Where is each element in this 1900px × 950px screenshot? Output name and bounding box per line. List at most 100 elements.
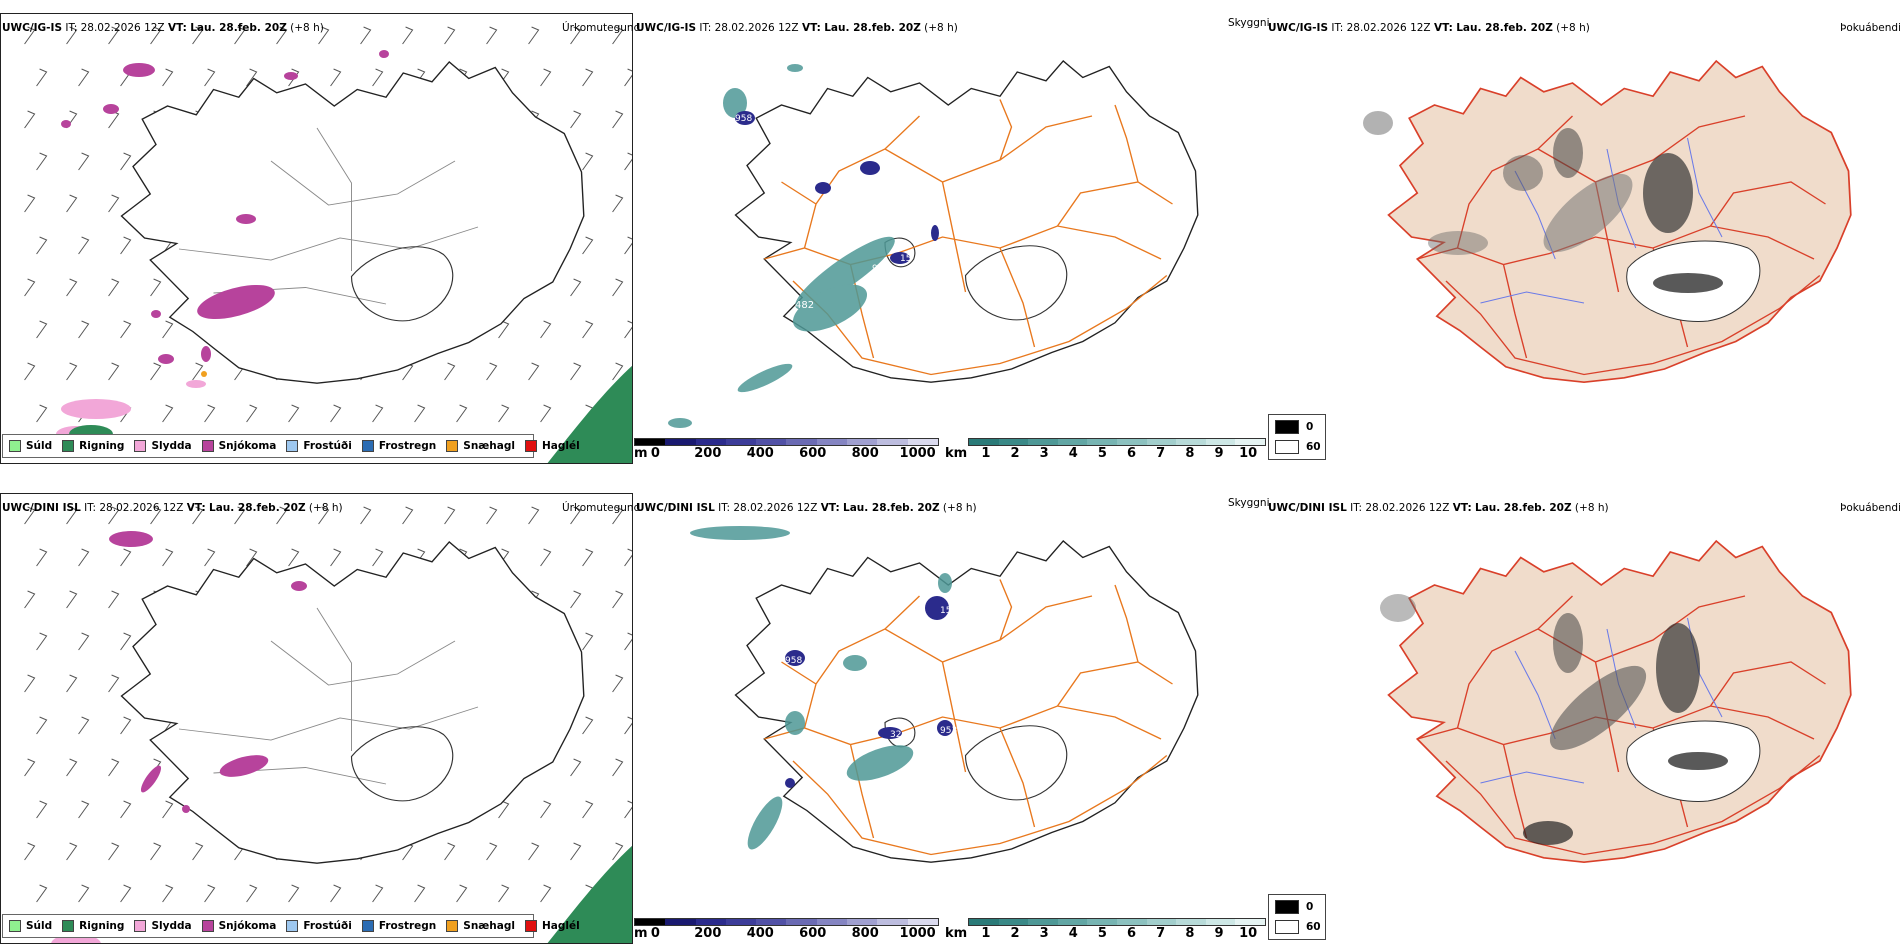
colorbar-swatch xyxy=(1146,919,1177,925)
colorbar-swatch xyxy=(1028,919,1058,925)
visibility-colorbar-ticks: 1 2 3 4 5 6 7 8 9 10 xyxy=(968,926,1266,941)
wind-barb xyxy=(192,26,204,45)
precip-title-row1: Úrkomutegund xyxy=(562,22,641,34)
colorbar-swatch xyxy=(1057,439,1088,445)
vis-panel-row2: 15 958 953 32 xyxy=(635,493,1265,918)
elevation-unit-row1: m xyxy=(634,446,648,461)
wind-barb xyxy=(78,800,90,819)
cloud-legend-row1: 0 60 xyxy=(1268,414,1326,460)
fog-shading xyxy=(1380,594,1761,845)
wind-barb xyxy=(570,278,582,297)
road-network xyxy=(764,579,1173,856)
colorbar-tick-label: 7 xyxy=(1156,446,1166,461)
colorbar-tick-label: 4 xyxy=(1068,446,1078,461)
visibility-colorbar-ticks: 1 2 3 4 5 6 7 8 9 10 xyxy=(968,446,1266,461)
wind-barb xyxy=(120,800,132,819)
wind-barb xyxy=(192,362,204,381)
cloud-legend-row2: 0 60 xyxy=(1268,894,1326,940)
vis-map-row1: 482 953 954 15 958 xyxy=(668,60,1199,428)
visibility-colorbar-row2: 1 2 3 4 5 6 7 8 9 10 xyxy=(968,918,1266,941)
wind-barb xyxy=(318,506,330,525)
wind-barb xyxy=(192,842,204,861)
wind-barb xyxy=(486,362,498,381)
wind-barb xyxy=(108,26,120,45)
point-label: 32 xyxy=(890,730,901,740)
visibility-colorbar-swatches xyxy=(968,918,1266,926)
colorbar-swatch xyxy=(695,439,726,445)
wind-barb xyxy=(498,884,510,903)
colorbar-swatch xyxy=(1028,439,1058,445)
colorbar-swatch xyxy=(877,919,908,925)
legend-item: Slydda xyxy=(134,440,192,452)
legend-swatch xyxy=(524,440,537,452)
point-label: 482 xyxy=(795,300,814,311)
colorbar-tick-label: 2 xyxy=(1010,446,1020,461)
wind-barb xyxy=(612,590,624,609)
wind-barb xyxy=(24,26,36,45)
colorbar-swatch xyxy=(695,919,726,925)
legend-item: Slydda xyxy=(134,920,192,932)
legend-swatch xyxy=(286,920,299,932)
wind-barb xyxy=(372,404,384,423)
cloud-title-row2: Þokuábendi xyxy=(1840,502,1900,514)
legend-item: Snæhagl xyxy=(446,440,515,452)
wind-barb xyxy=(120,632,132,651)
colorbar-swatch xyxy=(998,919,1029,925)
wind-barb xyxy=(66,506,78,525)
wind-barb xyxy=(570,842,582,861)
wind-barb xyxy=(234,26,246,45)
wind-barb xyxy=(78,68,90,87)
colorbar-tick-label: 1 xyxy=(981,926,991,941)
wind-barb xyxy=(372,68,384,87)
wind-barb xyxy=(78,548,90,567)
wind-barb xyxy=(36,632,48,651)
wind-barb xyxy=(528,842,540,861)
wind-barb xyxy=(456,404,468,423)
iceland-outline xyxy=(120,541,585,864)
wind-barb xyxy=(66,362,78,381)
elevation-colorbar-row1: 0 200 400 600 800 1000 xyxy=(634,438,939,461)
legend-swatch xyxy=(286,440,299,452)
cloud-legend-value: 60 xyxy=(1306,441,1321,453)
legend-item: Snjókoma xyxy=(201,440,276,452)
wind-barb xyxy=(612,842,624,861)
wind-barb xyxy=(66,278,78,297)
colorbar-swatch xyxy=(1235,439,1265,445)
wind-barb xyxy=(582,68,594,87)
wind-barb xyxy=(108,194,120,213)
colorbar-tick-label: 8 xyxy=(1185,926,1195,941)
iceland-outline xyxy=(120,61,585,384)
colorbar-tick-label: 200 xyxy=(694,926,722,941)
wind-barb xyxy=(150,506,162,525)
visibility-colorbar-row1: 1 2 3 4 5 6 7 8 9 10 xyxy=(968,438,1266,461)
legend-swatch xyxy=(361,440,374,452)
wind-barb xyxy=(276,506,288,525)
wind-barb xyxy=(36,68,48,87)
wind-barb xyxy=(66,842,78,861)
cloud-title-row1: Þokuábendi xyxy=(1840,22,1900,34)
wind-barb xyxy=(498,800,510,819)
legend-swatch xyxy=(9,440,21,452)
legend-swatch xyxy=(9,920,21,932)
wind-barb xyxy=(24,758,36,777)
wind-barb xyxy=(288,404,300,423)
cloud-panel-row1 xyxy=(1268,13,1900,413)
colorbar-swatch xyxy=(1087,439,1117,445)
colorbar-tick-label: 7 xyxy=(1156,926,1166,941)
wind-barb xyxy=(24,362,36,381)
wind-barb xyxy=(162,800,174,819)
wind-barb xyxy=(36,320,48,339)
colorbar-tick-label: 9 xyxy=(1214,446,1224,461)
wind-barb xyxy=(120,548,132,567)
wind-barb xyxy=(540,800,552,819)
cloud-legend-swatch xyxy=(1275,900,1299,914)
wind-barb xyxy=(582,320,594,339)
point-label: 953 xyxy=(885,277,904,288)
wind-barb xyxy=(24,278,36,297)
wind-barb xyxy=(330,68,342,87)
wind-barb xyxy=(120,320,132,339)
wind-barb xyxy=(120,716,132,735)
wind-barb xyxy=(498,320,510,339)
colorbar-swatch xyxy=(907,919,938,925)
precip-map-row1 xyxy=(24,26,632,463)
